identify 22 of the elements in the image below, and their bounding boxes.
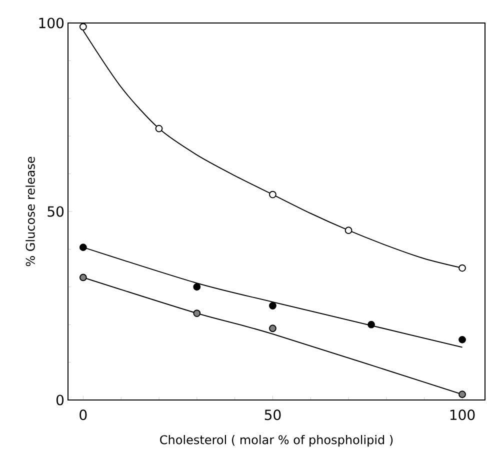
point (193, 310, 201, 317)
x-tick-label: 100 (450, 410, 475, 420)
point (269, 302, 276, 310)
point (193, 283, 201, 291)
x-tick-label: 0 (80, 410, 87, 420)
x-tick-label: 50 (264, 410, 281, 420)
y-tick-label: 50 (48, 206, 64, 217)
point (458, 264, 466, 272)
point (269, 190, 276, 198)
point (79, 244, 87, 252)
y-tick-label: 100 (39, 18, 64, 28)
point (368, 320, 375, 328)
point (458, 390, 466, 398)
point (344, 226, 352, 234)
point (79, 23, 87, 30)
point (155, 124, 163, 132)
point (79, 274, 87, 282)
point (458, 336, 466, 344)
y-tick-label: 0 (56, 394, 64, 406)
x-axis-title: Cholesterol ( molar % of phospholipid ) (160, 434, 393, 447)
point (269, 324, 276, 332)
y-axis-title: % Glucose release (26, 156, 35, 266)
